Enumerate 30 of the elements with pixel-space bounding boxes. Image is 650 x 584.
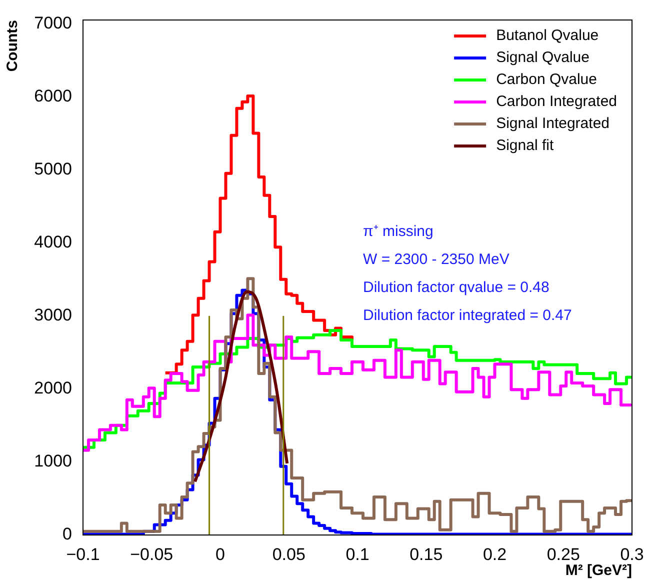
x-tick-label: 0 — [216, 544, 225, 564]
x-tick-label: 0.05 — [272, 544, 306, 564]
x-tick-label: 0.25 — [546, 544, 580, 564]
x-tick-label: 0.1 — [346, 544, 370, 564]
legend-label: Butanol Qvalue — [496, 27, 599, 44]
legend-label: Carbon Qvalue — [496, 71, 597, 88]
y-tick-label: 4000 — [34, 232, 72, 252]
x-tick-label: −0.05 — [130, 544, 174, 564]
annotation: W = 2300 - 2350 MeV — [362, 251, 510, 268]
y-tick-label: 6000 — [34, 86, 72, 106]
y-axis-title: Counts — [4, 20, 22, 72]
annotation: Dilution factor qvalue = 0.48 — [362, 279, 550, 296]
x-axis-title: M² [GeV²] — [565, 562, 632, 580]
legend-label: Carbon Integrated — [496, 93, 618, 110]
y-tick-label: 0 — [62, 524, 72, 544]
y-tick-label: 7000 — [34, 13, 72, 32]
y-tick-label: 2000 — [34, 378, 72, 398]
y-tick-label: 3000 — [34, 306, 72, 325]
annotation: π⁺ missing — [362, 223, 434, 240]
y-tick-label: 5000 — [34, 159, 72, 178]
x-tick-label: 0.15 — [410, 544, 443, 564]
line-series — [193, 290, 289, 484]
legend-label: Signal fit — [496, 137, 554, 154]
x-tick-label: 0.2 — [482, 544, 507, 564]
annotation: Dilution factor integrated = 0.47 — [362, 307, 572, 324]
legend-label: Signal Qvalue — [496, 49, 590, 66]
x-tick-label: −0.1 — [66, 544, 100, 564]
x-tick-label: 0.3 — [620, 544, 644, 564]
legend-label: Signal Integrated — [496, 115, 610, 132]
y-tick-label: 1000 — [34, 452, 72, 471]
